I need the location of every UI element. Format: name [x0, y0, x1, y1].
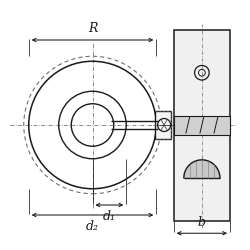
Bar: [174, 116, 230, 134]
Text: d₂: d₂: [86, 220, 99, 232]
Bar: [155, 111, 171, 139]
Bar: [174, 30, 230, 221]
Polygon shape: [184, 160, 220, 178]
Text: R: R: [88, 22, 97, 36]
Text: d₁: d₁: [103, 210, 116, 222]
Text: b: b: [198, 216, 206, 229]
